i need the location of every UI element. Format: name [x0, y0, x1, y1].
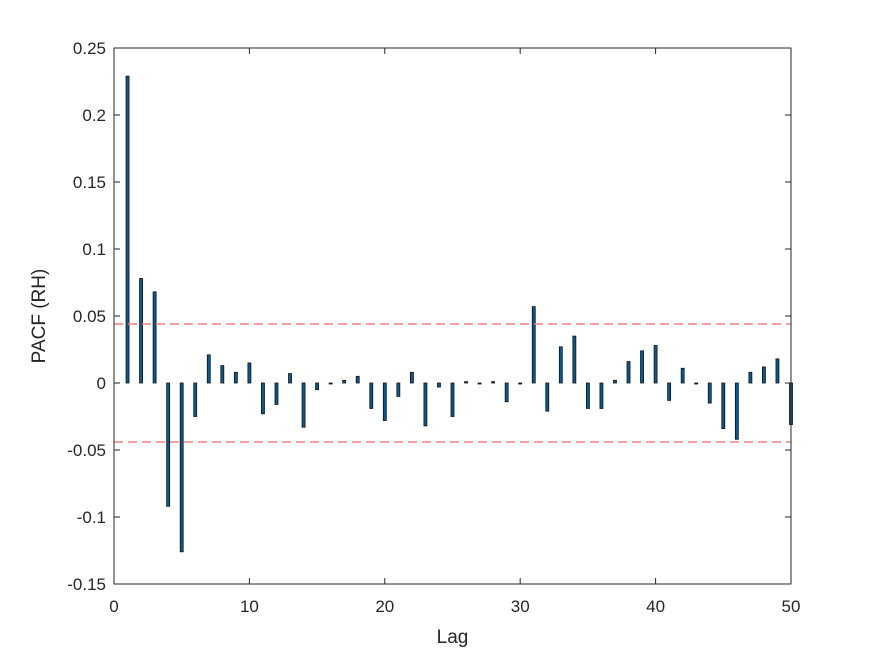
bar-lag-14	[301, 382, 306, 428]
bar-lag-46	[734, 382, 739, 440]
bar-lag-10	[247, 362, 252, 384]
bar-lag-8	[220, 365, 225, 384]
bar-lag-32	[545, 382, 550, 412]
bar-lag-29	[504, 382, 509, 403]
bar-lag-34	[572, 335, 577, 384]
bar-lag-25	[450, 382, 455, 417]
bar-lag-23	[423, 382, 428, 427]
bar-lag-43	[694, 382, 699, 385]
bar-lag-28	[491, 381, 496, 384]
y-tick-label: 0.1	[82, 240, 106, 259]
bar-lag-38	[626, 361, 631, 384]
bar-lag-16	[328, 382, 333, 385]
bar-lag-17	[342, 379, 347, 384]
bar-group	[125, 75, 793, 553]
bar-lag-3	[152, 291, 157, 384]
bar-lag-13	[288, 373, 292, 384]
bar-lag-9	[233, 371, 238, 384]
bar-lag-35	[586, 382, 590, 409]
bar-lag-2	[139, 278, 143, 384]
x-axis-ticks: 0 10 20 30 40 50	[109, 48, 800, 616]
y-tick-label: -0.1	[77, 508, 106, 527]
bar-lag-18	[355, 375, 360, 384]
y-tick-label: -0.15	[67, 575, 106, 594]
bar-lag-15	[315, 382, 320, 391]
y-tick-label: 0.25	[73, 39, 106, 58]
bar-lag-30	[518, 382, 523, 385]
bar-lag-5	[179, 382, 184, 553]
bar-lag-22	[409, 371, 414, 384]
bar-lag-37	[613, 379, 617, 384]
x-tick-label: 40	[646, 597, 665, 616]
bar-lag-21	[396, 382, 401, 397]
bar-lag-42	[680, 367, 685, 384]
bar-lag-4	[166, 382, 171, 507]
y-tick-label: -0.05	[67, 441, 106, 460]
bar-lag-44	[707, 382, 712, 404]
bar-lag-47	[748, 371, 753, 384]
bar-lag-20	[382, 382, 387, 421]
x-tick-label: 30	[511, 597, 530, 616]
y-tick-label: 0.05	[73, 307, 106, 326]
bar-lag-6	[193, 382, 198, 417]
y-tick-label: 0.2	[82, 106, 106, 125]
bar-lag-45	[721, 382, 726, 429]
bar-lag-7	[206, 354, 211, 384]
bar-lag-11	[261, 382, 265, 415]
bar-lag-49	[775, 358, 780, 384]
x-tick-label: 10	[240, 597, 259, 616]
y-axis-label: PACF (RH)	[29, 269, 50, 364]
bar-lag-26	[464, 381, 468, 384]
bar-lag-24	[437, 382, 441, 388]
x-tick-label: 50	[782, 597, 801, 616]
bar-lag-12	[274, 382, 279, 405]
bar-lag-33	[558, 346, 563, 384]
bar-lag-40	[653, 345, 658, 384]
bar-lag-39	[640, 350, 644, 384]
x-tick-label: 20	[375, 597, 394, 616]
x-axis-label: Lag	[437, 627, 469, 648]
bar-lag-36	[599, 382, 604, 409]
plot-area-background	[114, 48, 791, 584]
y-tick-label: 0	[97, 374, 106, 393]
bar-lag-31	[531, 306, 536, 384]
y-tick-label: 0.15	[73, 173, 106, 192]
bar-lag-27	[477, 382, 482, 385]
bar-lag-19	[369, 382, 374, 409]
confidence-bound-group	[114, 323, 791, 443]
x-tick-label: 0	[109, 597, 118, 616]
bar-lag-48	[762, 366, 766, 384]
y-axis-ticks: -0.15 -0.1 -0.05 0 0.05 0.1 0.15 0.2 0.25	[67, 39, 791, 594]
bar-lag-1	[125, 75, 130, 384]
bar-lag-41	[667, 382, 672, 401]
